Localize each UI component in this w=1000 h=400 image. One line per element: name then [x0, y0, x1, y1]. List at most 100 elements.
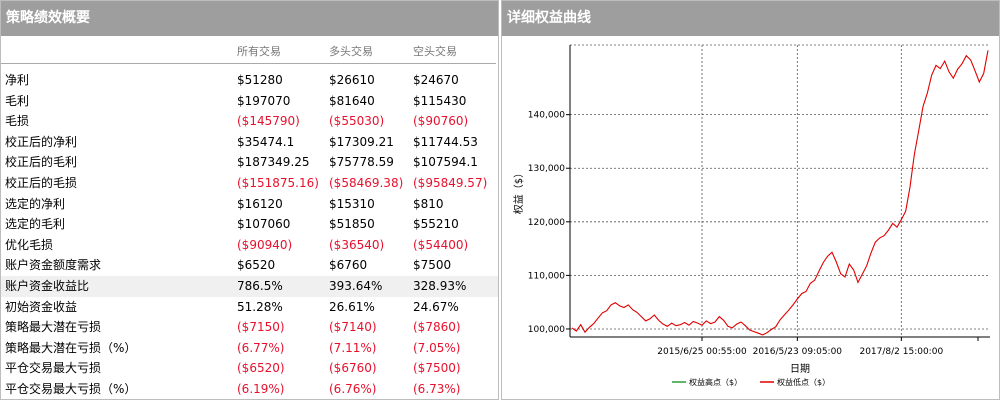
table-row: 优化毛损 ($90940) ($36540) ($54400)	[1, 235, 498, 256]
table-row: 策略最大潜在亏损 ($7150) ($7140) ($7860)	[1, 317, 498, 338]
table-row: 账户资金收益比 786.5% 393.64% 328.93%	[1, 275, 498, 297]
cell-long-trades: ($36540)	[329, 237, 385, 252]
row-label: 策略最大潜在亏损	[5, 320, 102, 335]
cell-long-trades: ($55030)	[329, 114, 385, 129]
cell-long-trades: $26610	[329, 73, 375, 87]
cell-all-trades: $6520	[237, 258, 276, 273]
row-label: 校正后的毛利	[5, 155, 78, 170]
cell-all-trades: ($145790)	[237, 114, 300, 129]
cell-short-trades: $7500	[413, 258, 452, 273]
cell-all-trades: ($7150)	[237, 320, 285, 335]
cell-short-trades: $55210	[413, 217, 459, 232]
table-row: 策略最大潜在亏损（%） (6.77%) (7.11%) (7.05%)	[1, 338, 498, 359]
row-label: 平仓交易最大亏损（%）	[5, 381, 137, 396]
cell-short-trades: ($54400)	[413, 237, 469, 252]
col-header-long-trades: 多头交易	[329, 45, 373, 58]
cell-short-trades: ($95849.57)	[413, 175, 488, 190]
cell-all-trades: 51.28%	[237, 299, 283, 314]
cell-all-trades: $107060	[237, 217, 291, 232]
cell-all-trades: ($6520)	[237, 361, 285, 376]
table-row: 选定的净利 $16120 $15310 $810	[1, 194, 498, 215]
cell-all-trades: $35474.1	[237, 134, 295, 149]
y-axis-title: 权益（$）	[512, 168, 525, 214]
x-tick-label: 2015/6/25 00:55:00	[657, 347, 747, 357]
table-row: 初始资金收益 51.28% 26.61% 24.67%	[1, 297, 498, 318]
equity-curve-chart: 100,000 110,000 120,000 130,000 140,000 2015/…	[512, 44, 990, 387]
cell-all-trades: (6.77%)	[237, 340, 285, 355]
cell-all-trades: ($90940)	[237, 237, 293, 252]
row-label: 优化毛损	[5, 237, 54, 252]
cell-long-trades: $17309.21	[329, 134, 394, 149]
col-header-all-trades: 所有交易	[237, 45, 281, 58]
cell-long-trades: $6760	[329, 258, 368, 273]
cell-long-trades: $75778.59	[329, 155, 394, 170]
table-row: 平仓交易最大亏损（%） (6.19%) (6.76%) (6.73%)	[1, 379, 498, 399]
equity-curve-panel: 详细权益曲线 100,000 110,000 120,000 130,000 140,0…	[501, 0, 1000, 400]
y-tick-label: 100,000	[528, 325, 565, 335]
cell-short-trades: ($7500)	[413, 361, 461, 376]
cell-short-trades: ($7860)	[413, 320, 461, 335]
table-row: 账户资金额度需求 $6520 $6760 $7500	[1, 255, 498, 276]
cell-long-trades: $15310	[329, 196, 375, 211]
summary-table: 净利 $51280 $26610 $24670 毛利 $197070 $81640 $1154…	[1, 70, 498, 399]
table-row: 校正后的毛利 $187349.25 $75778.59 $107594.1	[1, 152, 498, 173]
cell-long-trades: ($6760)	[329, 361, 377, 376]
performance-summary-title: 策略绩效概要	[1, 1, 498, 36]
col-header-short-trades: 空头交易	[413, 45, 457, 58]
row-label: 账户资金收益比	[5, 278, 90, 293]
equity-curve-title: 详细权益曲线	[502, 1, 999, 36]
cell-long-trades: 26.61%	[329, 299, 375, 314]
table-row: 校正后的净利 $35474.1 $17309.21 $11744.53	[1, 132, 498, 153]
cell-short-trades: $11744.53	[413, 134, 478, 149]
cell-all-trades: $197070	[237, 93, 291, 108]
x-tick-label: 2016/5/23 09:05:00	[753, 347, 843, 357]
row-label: 平仓交易最大亏损	[5, 361, 102, 376]
cell-short-trades: $810	[413, 196, 444, 211]
cell-long-trades: $51850	[329, 217, 375, 232]
legend-label: 权益高点（$）	[689, 377, 742, 387]
x-tick-label: 2017/8/2 15:00:00	[859, 347, 943, 357]
row-label: 净利	[5, 73, 30, 87]
cell-long-trades: ($58469.38)	[329, 175, 404, 190]
cell-all-trades: $187349.25	[237, 155, 310, 170]
cell-all-trades: 786.5%	[237, 278, 283, 293]
table-row: 校正后的毛损 ($151875.16) ($58469.38) ($95849.57)	[1, 173, 498, 194]
row-label: 校正后的毛损	[5, 175, 78, 190]
cell-short-trades: ($90760)	[413, 114, 469, 129]
cell-long-trades: (7.11%)	[329, 340, 377, 355]
row-label: 毛利	[5, 93, 30, 108]
cell-short-trades: $115430	[413, 93, 467, 108]
row-label: 选定的净利	[5, 196, 66, 211]
equity-line-series	[571, 50, 989, 336]
cell-long-trades: 393.64%	[329, 278, 383, 293]
cell-short-trades: 24.67%	[413, 299, 459, 314]
table-row: 平仓交易最大亏损 ($6520) ($6760) ($7500)	[1, 358, 498, 379]
table-row: 选定的毛利 $107060 $51850 $55210	[1, 214, 498, 235]
cell-short-trades: (7.05%)	[413, 340, 461, 355]
y-tick-label: 140,000	[528, 111, 565, 121]
y-tick-label: 110,000	[528, 271, 565, 281]
table-row: 毛损 ($145790) ($55030) ($90760)	[1, 111, 498, 132]
legend-label: 权益低点（$）	[777, 377, 830, 387]
table-row: 净利 $51280 $26610 $24670	[1, 70, 498, 91]
x-axis-title: 日期	[790, 363, 810, 375]
row-label: 策略最大潜在亏损（%）	[5, 340, 137, 355]
cell-all-trades: (6.19%)	[237, 381, 285, 396]
cell-all-trades: $51280	[237, 73, 283, 87]
cell-short-trades: 328.93%	[413, 278, 467, 293]
cell-all-trades: ($151875.16)	[237, 175, 319, 190]
column-headers: 所有交易 多头交易 空头交易	[1, 37, 498, 63]
row-label: 毛损	[5, 114, 30, 129]
cell-all-trades: $16120	[237, 196, 283, 211]
cell-long-trades: ($7140)	[329, 320, 377, 335]
row-label: 账户资金额度需求	[5, 258, 102, 273]
table-row: 毛利 $197070 $81640 $115430	[1, 91, 498, 112]
cell-short-trades: $107594.1	[413, 155, 478, 170]
row-label: 选定的毛利	[5, 217, 66, 232]
cell-short-trades: (6.73%)	[413, 381, 461, 396]
performance-summary-panel: 策略绩效概要 所有交易 多头交易 空头交易 净利 $51280 $26610 $246…	[0, 0, 499, 400]
cell-long-trades: (6.76%)	[329, 381, 377, 396]
y-tick-label: 130,000	[528, 164, 565, 174]
row-label: 校正后的净利	[5, 134, 78, 149]
cell-short-trades: $24670	[413, 73, 459, 87]
